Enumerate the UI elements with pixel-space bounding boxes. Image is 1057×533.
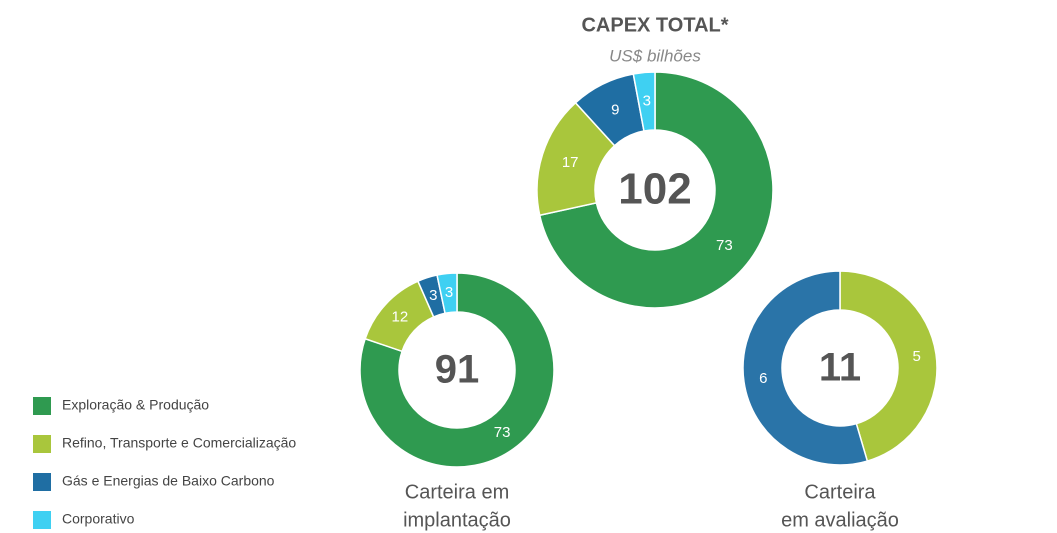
chart-title: implantação	[403, 509, 511, 531]
donut-segment	[839, 270, 938, 463]
data-label: 9	[611, 101, 619, 118]
chart-title: Carteira em	[405, 481, 509, 503]
data-label: 3	[445, 284, 453, 301]
total-label: 91	[435, 348, 480, 392]
data-label: 73	[494, 424, 511, 441]
donut-segment	[632, 71, 656, 132]
donut-segment	[359, 272, 555, 468]
legend-label: Refino, Transporte e Comercialização	[62, 435, 296, 451]
data-label: 3	[643, 92, 651, 109]
legend-label: Exploração & Produção	[62, 397, 209, 413]
chart-subtitle: US$ bilhões	[609, 46, 701, 65]
legend-swatch	[33, 511, 51, 529]
chart-title: CAPEX TOTAL*	[581, 14, 728, 36]
donut-segment	[436, 272, 458, 315]
donut-segment	[742, 270, 869, 466]
legend-swatch	[33, 435, 51, 453]
data-label: 73	[716, 237, 733, 254]
data-label: 12	[392, 309, 409, 326]
legend-swatch	[33, 473, 51, 491]
data-label: 5	[913, 348, 921, 365]
donut-segment	[538, 71, 774, 309]
total-label: 102	[618, 165, 691, 214]
legend-swatch	[33, 397, 51, 415]
legend-label: Corporativo	[62, 511, 135, 527]
data-label: 3	[429, 287, 437, 304]
legend-label: Gás e Energias de Baixo Carbono	[62, 473, 275, 489]
data-label: 6	[759, 370, 767, 387]
chart-title: Carteira	[804, 481, 876, 503]
total-label: 11	[819, 346, 861, 390]
data-label: 17	[562, 154, 579, 171]
chart-title: em avaliação	[781, 509, 899, 531]
